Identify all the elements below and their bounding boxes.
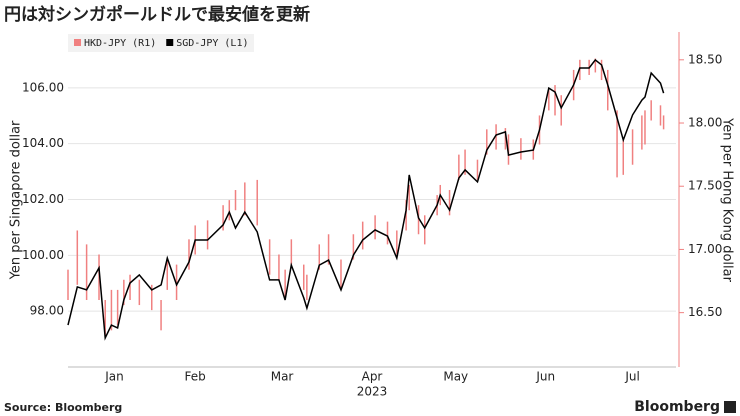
legend-swatch [166,39,174,46]
y2-tick-label: 18.00 [688,116,722,130]
source: Source: Bloomberg [4,401,122,414]
y2-tick-label: 16.50 [688,305,722,319]
y-tick-label: 100.00 [22,248,64,262]
y-tick-label: 104.00 [22,136,64,150]
y-tick-label: 102.00 [22,192,64,206]
x-tick-label: Jun [535,370,555,384]
y2-axis-label: Yen per Hong Kong dollar [720,117,735,283]
y2-tick-label: 17.50 [688,179,722,193]
y-tick-label: 106.00 [22,80,64,94]
x-tick-label: May [443,370,468,384]
x-tick-label: Jul [624,370,639,384]
x-tick-label: Apr [362,370,383,384]
legend-label: HKD-JPY (R1) [84,38,156,49]
legend-swatch [74,39,81,46]
y-tick-label: 98.00 [30,304,64,318]
y2-tick-label: 18.50 [688,52,722,66]
x-tick-label: Feb [185,370,206,384]
legend-box [68,34,254,52]
y2-tick-label: 17.00 [688,242,722,256]
legend-label: SGD-JPY (L1) [176,38,248,49]
brand-icon [724,401,736,413]
line [67,58,665,341]
x-tick-label: Jan [104,370,124,384]
x-axis-label: 2023 [357,385,388,399]
chart-title: 円は対シンガポールドルで最安値を更新 [4,4,310,25]
x-tick-label: Mar [271,370,294,384]
brand: Bloomberg [634,399,720,415]
y-axis-label: Yen per Singapore dollar [9,120,24,280]
